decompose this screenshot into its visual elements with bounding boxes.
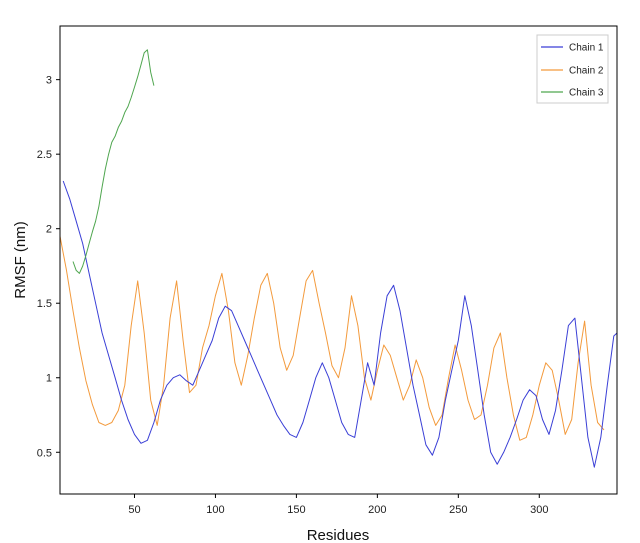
series-line-chain-2 xyxy=(59,236,605,441)
series-line-chain-3 xyxy=(72,49,155,274)
y-tick-label: 0.5 xyxy=(37,447,52,459)
x-tick-label: 50 xyxy=(128,504,140,516)
y-tick-label: 2.5 xyxy=(37,149,52,161)
legend-label-chain-1: Chain 1 xyxy=(569,43,604,54)
x-axis-title: Residues xyxy=(307,527,370,543)
y-axis: 0.5 1 1.5 2 2.5 3 xyxy=(37,75,60,459)
legend-label-chain-2: Chain 2 xyxy=(569,66,604,77)
legend-entry-chain-1: Chain 1 xyxy=(541,43,604,54)
y-tick-label: 2 xyxy=(46,224,52,236)
plot-area xyxy=(59,49,618,468)
legend: Chain 1 Chain 2 Chain 3 xyxy=(536,34,609,104)
legend-entry-chain-3: Chain 3 xyxy=(541,88,604,99)
y-tick-label: 3 xyxy=(46,75,52,87)
series-line-chain-1 xyxy=(62,180,618,468)
legend-label-chain-3: Chain 3 xyxy=(569,88,604,99)
x-tick-label: 300 xyxy=(530,504,548,516)
x-axis: 50 100 150 200 250 300 xyxy=(128,494,548,516)
legend-entry-chain-2: Chain 2 xyxy=(541,66,604,77)
x-tick-label: 250 xyxy=(449,504,467,516)
x-tick-label: 100 xyxy=(206,504,224,516)
y-tick-label: 1.5 xyxy=(37,298,52,310)
plot-frame xyxy=(59,25,618,495)
y-tick-label: 1 xyxy=(46,373,52,385)
x-tick-label: 200 xyxy=(368,504,386,516)
x-tick-label: 150 xyxy=(287,504,305,516)
y-axis-title: RMSF (nm) xyxy=(12,221,29,299)
